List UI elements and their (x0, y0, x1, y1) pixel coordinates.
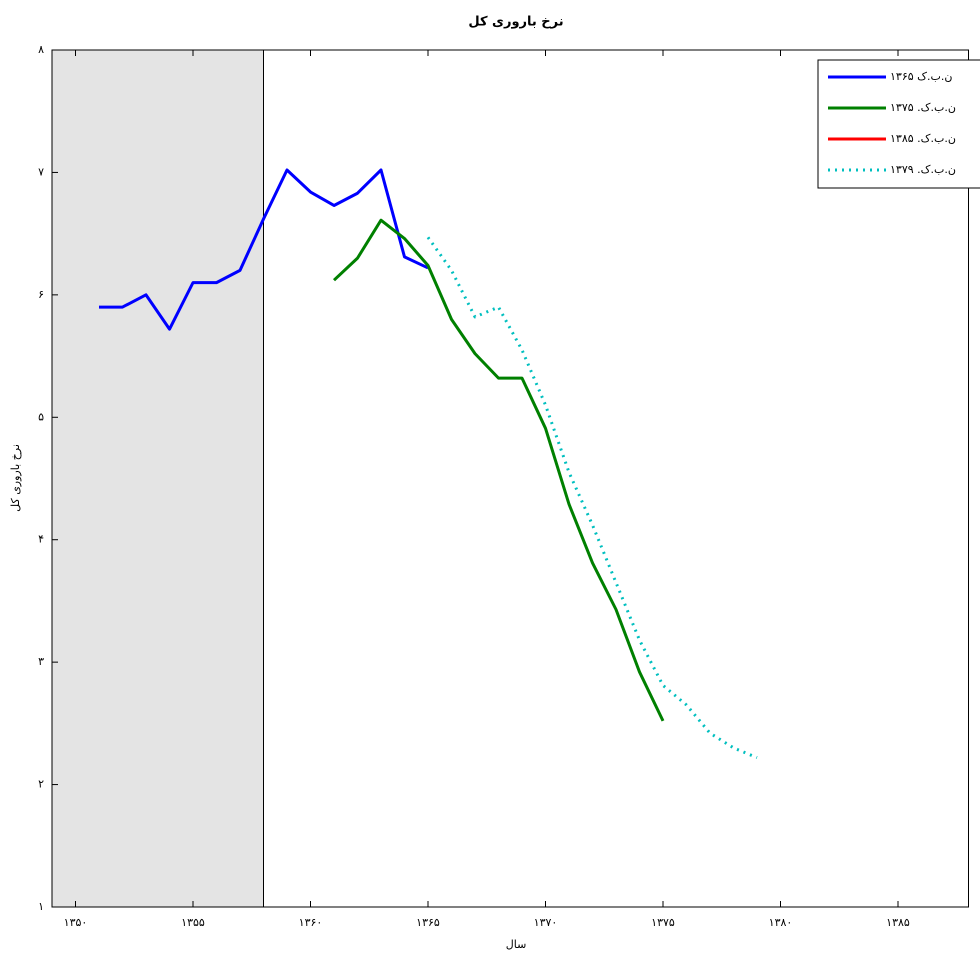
y-tick-label: ۳ (38, 655, 44, 668)
x-tick-label: ۱۳۸۰ (769, 916, 793, 929)
x-tick-label: ۱۳۷۵ (651, 916, 675, 929)
y-tick-label: ۸ (38, 43, 44, 56)
legend-label: ن.ب.ک. ۱۳۷۵ (890, 101, 956, 114)
legend-label: ن.ب.ک ۱۳۶۵ (890, 70, 952, 83)
x-axis-label: سال (506, 938, 527, 951)
y-tick-label: ۲ (38, 778, 44, 791)
series-line (332, 218, 665, 722)
series-line (426, 236, 758, 760)
x-tick-label: ۱۳۵۰ (64, 916, 88, 929)
y-tick-label: ۷ (38, 165, 44, 178)
legend-label: ن.ب.ک. ۱۳۸۵ (890, 132, 956, 145)
x-tick-label: ۱۳۶۰ (299, 916, 323, 929)
y-axis-label: نرخ باروری کل (9, 444, 22, 512)
legend-box (817, 59, 980, 189)
legend-label: ن.ب.ک. ۱۳۷۹ (890, 163, 956, 176)
series-line (99, 168, 429, 331)
y-tick-label: ۶ (38, 288, 44, 301)
x-tick-label: ۱۳۵۵ (181, 916, 205, 929)
y-tick-label: ۱ (38, 900, 44, 913)
plot-frame (51, 49, 969, 908)
y-tick-label: ۴ (38, 533, 44, 546)
shaded-region (52, 50, 264, 907)
x-tick-label: ۱۳۶۵ (416, 916, 440, 929)
chart-title: نرخ باروری کل (468, 15, 563, 30)
x-tick-label: ۱۳۸۵ (886, 916, 910, 929)
x-tick-label: ۱۳۷۰ (534, 916, 558, 929)
y-tick-label: ۵ (38, 410, 44, 423)
